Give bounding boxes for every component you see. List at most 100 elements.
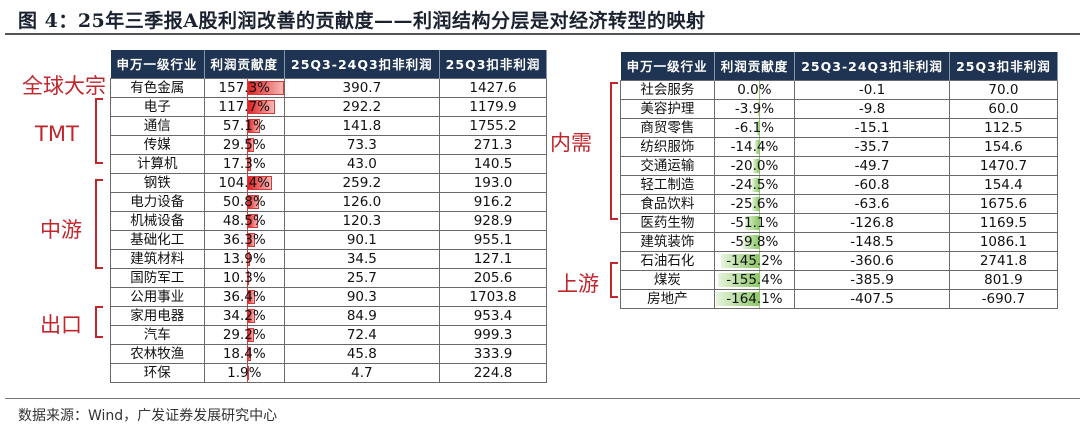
table-row: 环保 1.9% 4.7 224.8 [110, 362, 548, 383]
contribution-value: 57.1% [222, 117, 266, 134]
profit-cell: 1470.7 [948, 155, 1059, 176]
contribution-value: -145.2% [726, 252, 783, 269]
zero-axis [758, 289, 760, 308]
delta-profit-cell: 90.1 [284, 229, 440, 250]
zero-axis [758, 137, 760, 156]
industry-cell: 家用电器 [110, 305, 205, 326]
delta-profit-cell: 25.7 [284, 267, 440, 288]
bottom-divider [5, 398, 1080, 399]
profit-cell: 333.9 [438, 343, 548, 364]
industry-cell: 有色金属 [110, 77, 205, 98]
delta-profit-cell: -60.8 [794, 174, 950, 195]
group-label-domestic-demand: 内需 [550, 131, 592, 155]
table-row: 电子 117.7% 292.2 1179.9 [110, 96, 548, 117]
zero-axis [758, 118, 760, 137]
header-industry: 申万一级行业 [620, 52, 715, 80]
delta-profit-cell: -148.5 [794, 231, 950, 252]
table-row: 通信 57.1% 141.8 1755.2 [110, 115, 548, 136]
contribution-value: -20.0% [730, 157, 779, 174]
table-row: 农林牧渔 18.4% 45.8 333.9 [110, 343, 548, 364]
contribution-value: 13.9% [222, 250, 266, 267]
zero-axis [246, 268, 248, 287]
right-contribution-table: 申万一级行业 利润贡献度 25Q3-24Q3扣非利润 25Q3扣非利润 社会服务… [620, 52, 1059, 309]
contribution-cell: -3.9% [713, 98, 796, 119]
contribution-cell: 48.5% [203, 210, 286, 231]
header-contribution: 利润贡献度 [204, 50, 286, 78]
zero-axis [758, 194, 760, 213]
contribution-value: -164.1% [726, 290, 783, 307]
industry-cell: 农林牧渔 [110, 343, 205, 364]
delta-profit-cell: -360.6 [794, 250, 950, 271]
zero-axis [246, 192, 248, 211]
industry-cell: 基础化工 [110, 229, 205, 250]
bracket-midstream [95, 179, 103, 269]
contribution-cell: -164.1% [713, 288, 796, 309]
contribution-bar [753, 158, 759, 173]
delta-profit-cell: 34.5 [284, 248, 440, 269]
profit-cell: 916.2 [438, 191, 548, 212]
delta-profit-cell: 73.3 [284, 134, 440, 155]
contribution-bar [745, 215, 759, 230]
table-row: 轻工制造 -24.5% -60.8 154.4 [620, 174, 1059, 195]
industry-cell: 环保 [110, 362, 205, 383]
table-row: 建筑材料 13.9% 34.5 127.1 [110, 248, 548, 269]
industry-cell: 汽车 [110, 324, 205, 345]
contribution-cell: 10.3% [203, 267, 286, 288]
contribution-cell: 117.7% [203, 96, 286, 117]
contribution-cell: -20.0% [713, 155, 796, 176]
zero-axis [246, 230, 248, 249]
contribution-cell: 29.5% [203, 134, 286, 155]
profit-cell: 224.8 [438, 362, 548, 383]
industry-cell: 食品饮料 [620, 193, 715, 214]
delta-profit-cell: 141.8 [284, 115, 440, 136]
industry-cell: 社会服务 [620, 79, 715, 100]
profit-cell: 60.0 [948, 98, 1059, 119]
delta-profit-cell: 90.3 [284, 286, 440, 307]
delta-profit-cell: -35.7 [794, 136, 950, 157]
table-row: 商贸零售 -6.1% -15.1 112.5 [620, 117, 1059, 138]
table-row: 社会服务 0.0% -0.1 70.0 [620, 79, 1059, 100]
delta-profit-cell: -0.1 [794, 79, 950, 100]
group-label-upstream: 上游 [557, 272, 599, 296]
header-delta-profit: 25Q3-24Q3扣非利润 [794, 52, 950, 80]
contribution-bar [754, 139, 759, 154]
group-label-global-commodity: 全球大宗 [22, 74, 106, 98]
bracket-tmt [95, 98, 103, 164]
contribution-cell: -25.6% [713, 193, 796, 214]
delta-profit-cell: -126.8 [794, 212, 950, 233]
header-contribution: 利润贡献度 [714, 52, 796, 80]
contribution-cell: -14.4% [713, 136, 796, 157]
data-source: 数据来源：Wind，广发证券发展研究中心 [18, 408, 278, 424]
profit-cell: 801.9 [948, 269, 1059, 290]
group-label-midstream: 中游 [40, 218, 82, 242]
contribution-value: -14.4% [730, 138, 779, 155]
profit-cell: 154.4 [948, 174, 1059, 195]
contribution-value: 0.0% [737, 81, 772, 98]
contribution-bar [752, 196, 759, 211]
industry-cell: 纺织服饰 [620, 136, 715, 157]
profit-cell: 955.1 [438, 229, 548, 250]
delta-profit-cell: 292.2 [284, 96, 440, 117]
table-row: 房地产 -164.1% -407.5 -690.7 [620, 288, 1059, 309]
industry-cell: 医药生物 [620, 212, 715, 233]
industry-cell: 房地产 [620, 288, 715, 309]
contribution-cell: -59.8% [713, 231, 796, 252]
industry-cell: 电子 [110, 96, 205, 117]
zero-axis [758, 213, 760, 232]
table-row: 煤炭 -155.4% -385.9 801.9 [620, 269, 1059, 290]
contribution-cell: -155.4% [713, 269, 796, 290]
contribution-value: -6.1% [734, 119, 775, 136]
top-divider [5, 33, 1080, 35]
delta-profit-cell: 84.9 [284, 305, 440, 326]
contribution-cell: 34.2% [203, 305, 286, 326]
figure-title: 图 4：25年三季报A股利润改善的贡献度——利润结构分层是对经济转型的映射 [18, 10, 706, 32]
table-row: 纺织服饰 -14.4% -35.7 154.6 [620, 136, 1059, 157]
contribution-value: 17.3% [222, 155, 266, 172]
zero-axis [246, 211, 248, 230]
table-header-row: 申万一级行业 利润贡献度 25Q3-24Q3扣非利润 25Q3扣非利润 [110, 50, 548, 78]
zero-axis [758, 80, 760, 99]
zero-axis [246, 154, 248, 173]
industry-cell: 公用事业 [110, 286, 205, 307]
contribution-bar [743, 234, 759, 249]
profit-cell: 1427.6 [438, 77, 548, 98]
